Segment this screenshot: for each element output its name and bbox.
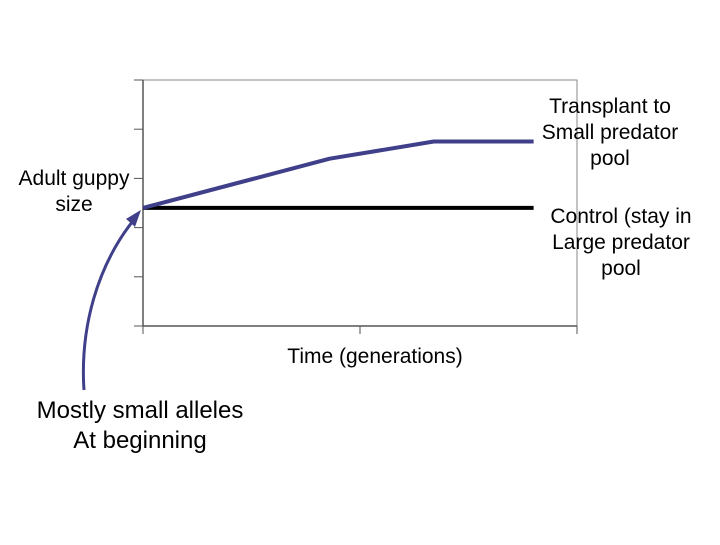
transplant-series-label: Transplant to Small predator pool <box>520 94 700 172</box>
annotation-line: Mostly small alleles <box>0 396 280 426</box>
control-series-label: Control (stay in Large predator pool <box>528 204 714 282</box>
control-label-line: pool <box>528 256 714 282</box>
y-axis-label-line: size <box>8 192 140 218</box>
series-line-transplant <box>143 142 534 208</box>
transplant-label-line: Small predator <box>520 120 700 146</box>
plot-frame <box>143 80 577 326</box>
transplant-label-line: pool <box>520 146 700 172</box>
annotation-line: At beginning <box>0 426 280 456</box>
y-axis-label: Adult guppy size <box>8 166 140 218</box>
control-label-line: Control (stay in <box>528 204 714 230</box>
control-label-line: Large predator <box>528 230 714 256</box>
annotation-text: Mostly small alleles At beginning <box>0 396 280 456</box>
x-axis-label-text: Time (generations) <box>240 344 510 370</box>
annotation-arrow <box>83 216 137 390</box>
x-axis-label: Time (generations) <box>240 344 510 370</box>
transplant-label-line: Transplant to <box>520 94 700 120</box>
y-axis-label-line: Adult guppy <box>8 166 140 192</box>
